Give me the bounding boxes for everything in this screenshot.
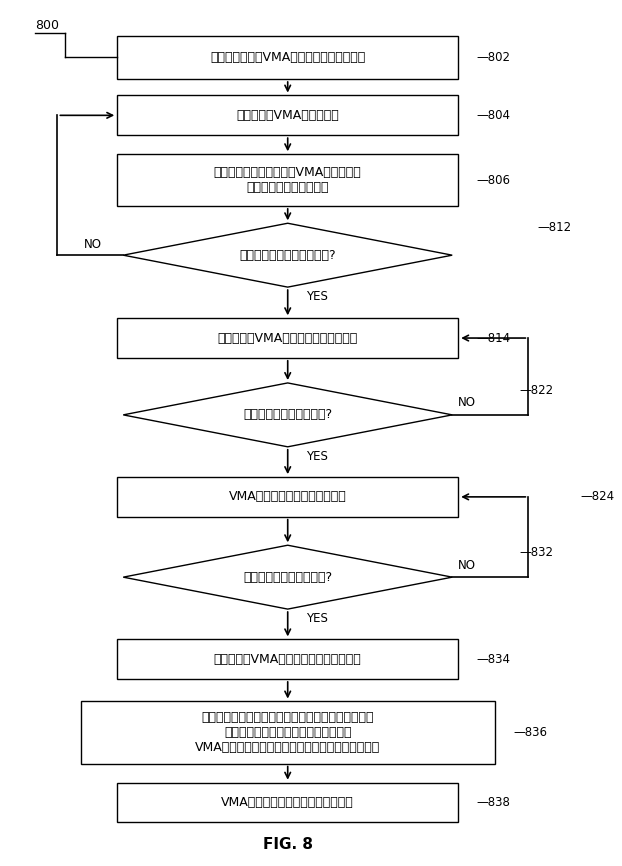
- Text: —834: —834: [476, 653, 511, 666]
- Text: —824: —824: [580, 490, 615, 503]
- Polygon shape: [123, 223, 452, 288]
- FancyBboxPatch shape: [117, 783, 458, 823]
- Text: 割込み信号が検出されたか?: 割込み信号が検出されたか?: [239, 249, 336, 262]
- Text: 車両データ自動記録器に記憶された車両データと、
インタフェース・メモリに記憶された
VMA実行記録とに基づき、システム診断を実施する: 車両データ自動記録器に記憶された車両データと、 インタフェース・メモリに記憶され…: [195, 711, 380, 754]
- Text: 車両操縦コントローラとVMAプロセッサ
との間の接続を確立する: 車両操縦コントローラとVMAプロセッサ との間の接続を確立する: [214, 166, 361, 194]
- Text: FIG. 8: FIG. 8: [262, 837, 313, 852]
- FancyBboxPatch shape: [117, 154, 458, 206]
- FancyBboxPatch shape: [117, 477, 458, 517]
- Text: —822: —822: [519, 385, 554, 397]
- Text: —814: —814: [476, 332, 511, 345]
- Text: —832: —832: [519, 546, 553, 559]
- FancyBboxPatch shape: [117, 318, 458, 358]
- Text: —804: —804: [476, 109, 511, 122]
- Text: —836: —836: [513, 726, 547, 739]
- Text: NO: NO: [458, 397, 476, 410]
- Text: YES: YES: [306, 612, 328, 625]
- Text: —806: —806: [476, 173, 511, 186]
- Text: —812: —812: [537, 221, 572, 234]
- Text: YES: YES: [306, 449, 328, 462]
- FancyBboxPatch shape: [117, 639, 458, 679]
- Text: NO: NO: [458, 559, 476, 572]
- FancyBboxPatch shape: [117, 36, 458, 79]
- Text: VMAデバイス・サブルーチンに戻る: VMAデバイス・サブルーチンに戻る: [221, 796, 354, 809]
- Text: 選択されたVMAを起動する: 選択されたVMAを起動する: [236, 109, 339, 122]
- Text: NO: NO: [83, 238, 101, 251]
- Text: YES: YES: [306, 290, 328, 303]
- Text: 終了信号が検出されたか?: 終了信号が検出されたか?: [243, 571, 332, 584]
- Text: —802: —802: [476, 51, 511, 64]
- Text: 保留されたVMAと、接続とを再開する: 保留されたVMAと、接続とを再開する: [218, 332, 358, 345]
- Text: 再開信号が検出されたか?: 再開信号が検出されたか?: [243, 409, 332, 422]
- FancyBboxPatch shape: [117, 95, 458, 135]
- Text: 起動されたVMAと、接続とを、終了する: 起動されたVMAと、接続とを、終了する: [214, 653, 361, 666]
- Text: —838: —838: [476, 796, 511, 809]
- Text: VMAを起動し、接続を再開する: VMAを起動し、接続を再開する: [229, 490, 346, 503]
- Polygon shape: [123, 546, 452, 609]
- Polygon shape: [123, 383, 452, 447]
- FancyBboxPatch shape: [81, 701, 495, 764]
- Text: 800: 800: [35, 19, 59, 32]
- Text: 起動されるべきVMAの選択信号を受信する: 起動されるべきVMAの選択信号を受信する: [210, 51, 365, 64]
